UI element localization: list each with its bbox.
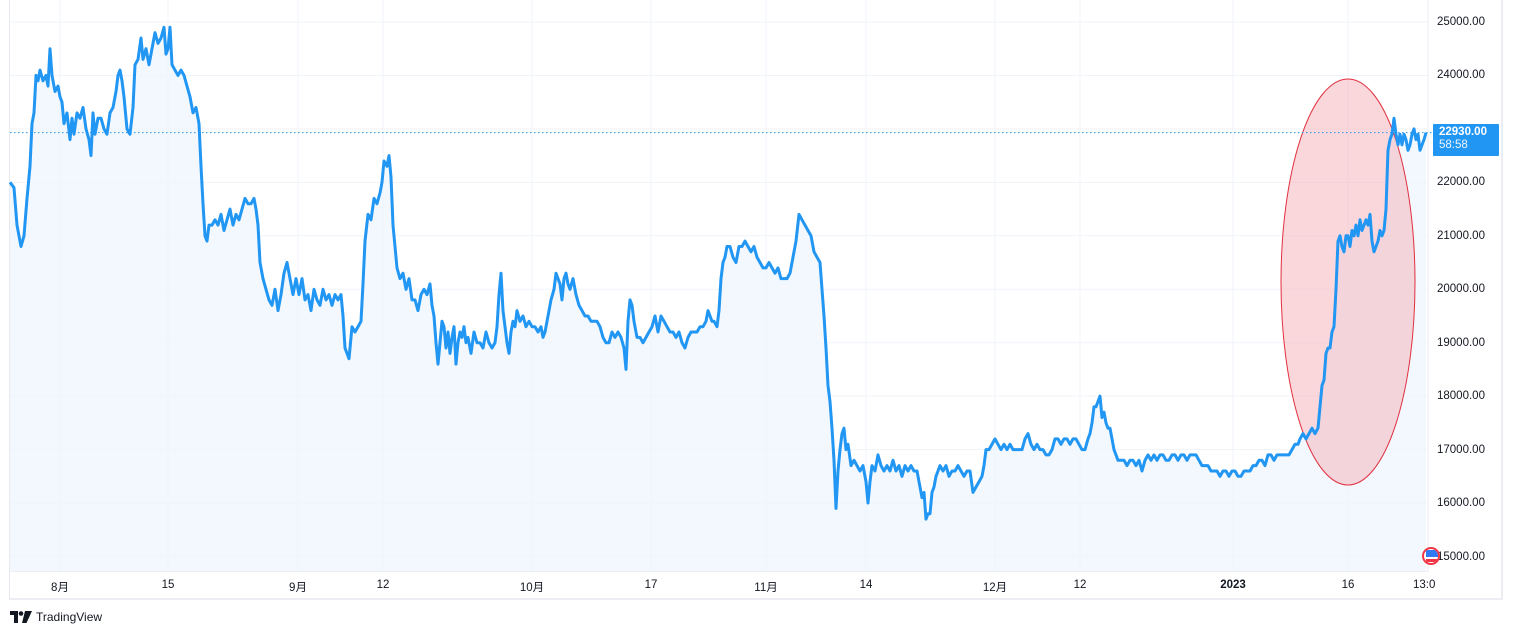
price-axis-label: 21000.00 [1437, 229, 1485, 242]
logo-text: TradingView [36, 610, 103, 624]
time-axis-label: 2023 [1220, 579, 1246, 591]
last-price-value: 22930.00 [1439, 126, 1487, 138]
time-axis-label: 8月 [51, 582, 69, 594]
time-axis-label: 13:0 [1413, 579, 1435, 591]
price-chart[interactable] [0, 0, 1514, 600]
tradingview-logo[interactable]: TradingView [10, 610, 102, 624]
tradingview-logo-icon [10, 611, 32, 623]
time-axis-label: 14 [859, 579, 873, 591]
price-axis-label: 15000.00 [1437, 550, 1485, 563]
highlight-ellipse-annotation[interactable] [1280, 78, 1416, 486]
time-axis-label: 9月 [289, 582, 307, 594]
price-axis-label: 22000.00 [1437, 176, 1485, 189]
chart-frame [9, 0, 1503, 600]
price-axis-label: 18000.00 [1437, 390, 1485, 403]
last-price-badge: 22930.00 58:58 [1433, 124, 1499, 156]
price-axis-label: 19000.00 [1437, 336, 1485, 349]
time-axis-label: 11月 [754, 582, 778, 594]
price-area-fill [10, 27, 1426, 572]
us-flag-icon[interactable] [1422, 547, 1440, 565]
time-axis-label: 10月 [519, 582, 545, 594]
bar-countdown: 58:58 [1439, 139, 1468, 151]
time-axis-label: 12 [1073, 579, 1087, 591]
time-axis-label: 15 [161, 579, 175, 591]
time-axis-label: 17 [644, 579, 658, 591]
time-axis-label: 12 [376, 579, 390, 591]
time-axis-label: 16 [1341, 579, 1355, 591]
price-axis-label: 17000.00 [1437, 443, 1485, 456]
price-axis-label: 20000.00 [1437, 283, 1485, 296]
price-axis-label: 16000.00 [1437, 497, 1485, 510]
price-line [8, 25, 1428, 521]
time-axis-label: 12月 [982, 582, 1008, 594]
price-axis-label: 24000.00 [1437, 69, 1485, 82]
price-axis-label: 25000.00 [1437, 16, 1485, 28]
